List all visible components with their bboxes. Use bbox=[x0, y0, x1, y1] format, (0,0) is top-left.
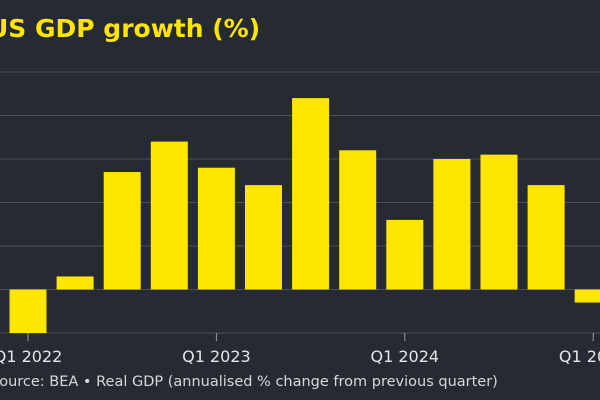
bar bbox=[339, 150, 377, 290]
x-tick-label: Q1 2022 bbox=[0, 347, 62, 366]
x-tick-label: Q1 2023 bbox=[182, 347, 251, 366]
bar bbox=[103, 172, 141, 290]
bar bbox=[9, 289, 47, 333]
bar bbox=[197, 167, 235, 290]
bar bbox=[150, 141, 188, 290]
bar bbox=[386, 219, 424, 290]
chart-title: US GDP growth (%) bbox=[0, 14, 261, 43]
bar bbox=[574, 289, 600, 303]
x-tick-label: Q1 2024 bbox=[371, 347, 440, 366]
bar bbox=[527, 185, 565, 290]
chart-source-note: Source: BEA • Real GDP (annualised % cha… bbox=[0, 374, 498, 390]
bars bbox=[9, 98, 600, 333]
bar bbox=[433, 159, 471, 290]
bar bbox=[480, 154, 518, 290]
bar bbox=[245, 185, 282, 290]
bar bbox=[292, 98, 330, 290]
x-tick-label: Q1 2025 bbox=[559, 347, 600, 366]
x-axis-ticks: Q1 2022 Q1 2023 Q1 2024 Q1 2025 bbox=[0, 333, 600, 366]
bar bbox=[56, 276, 94, 290]
